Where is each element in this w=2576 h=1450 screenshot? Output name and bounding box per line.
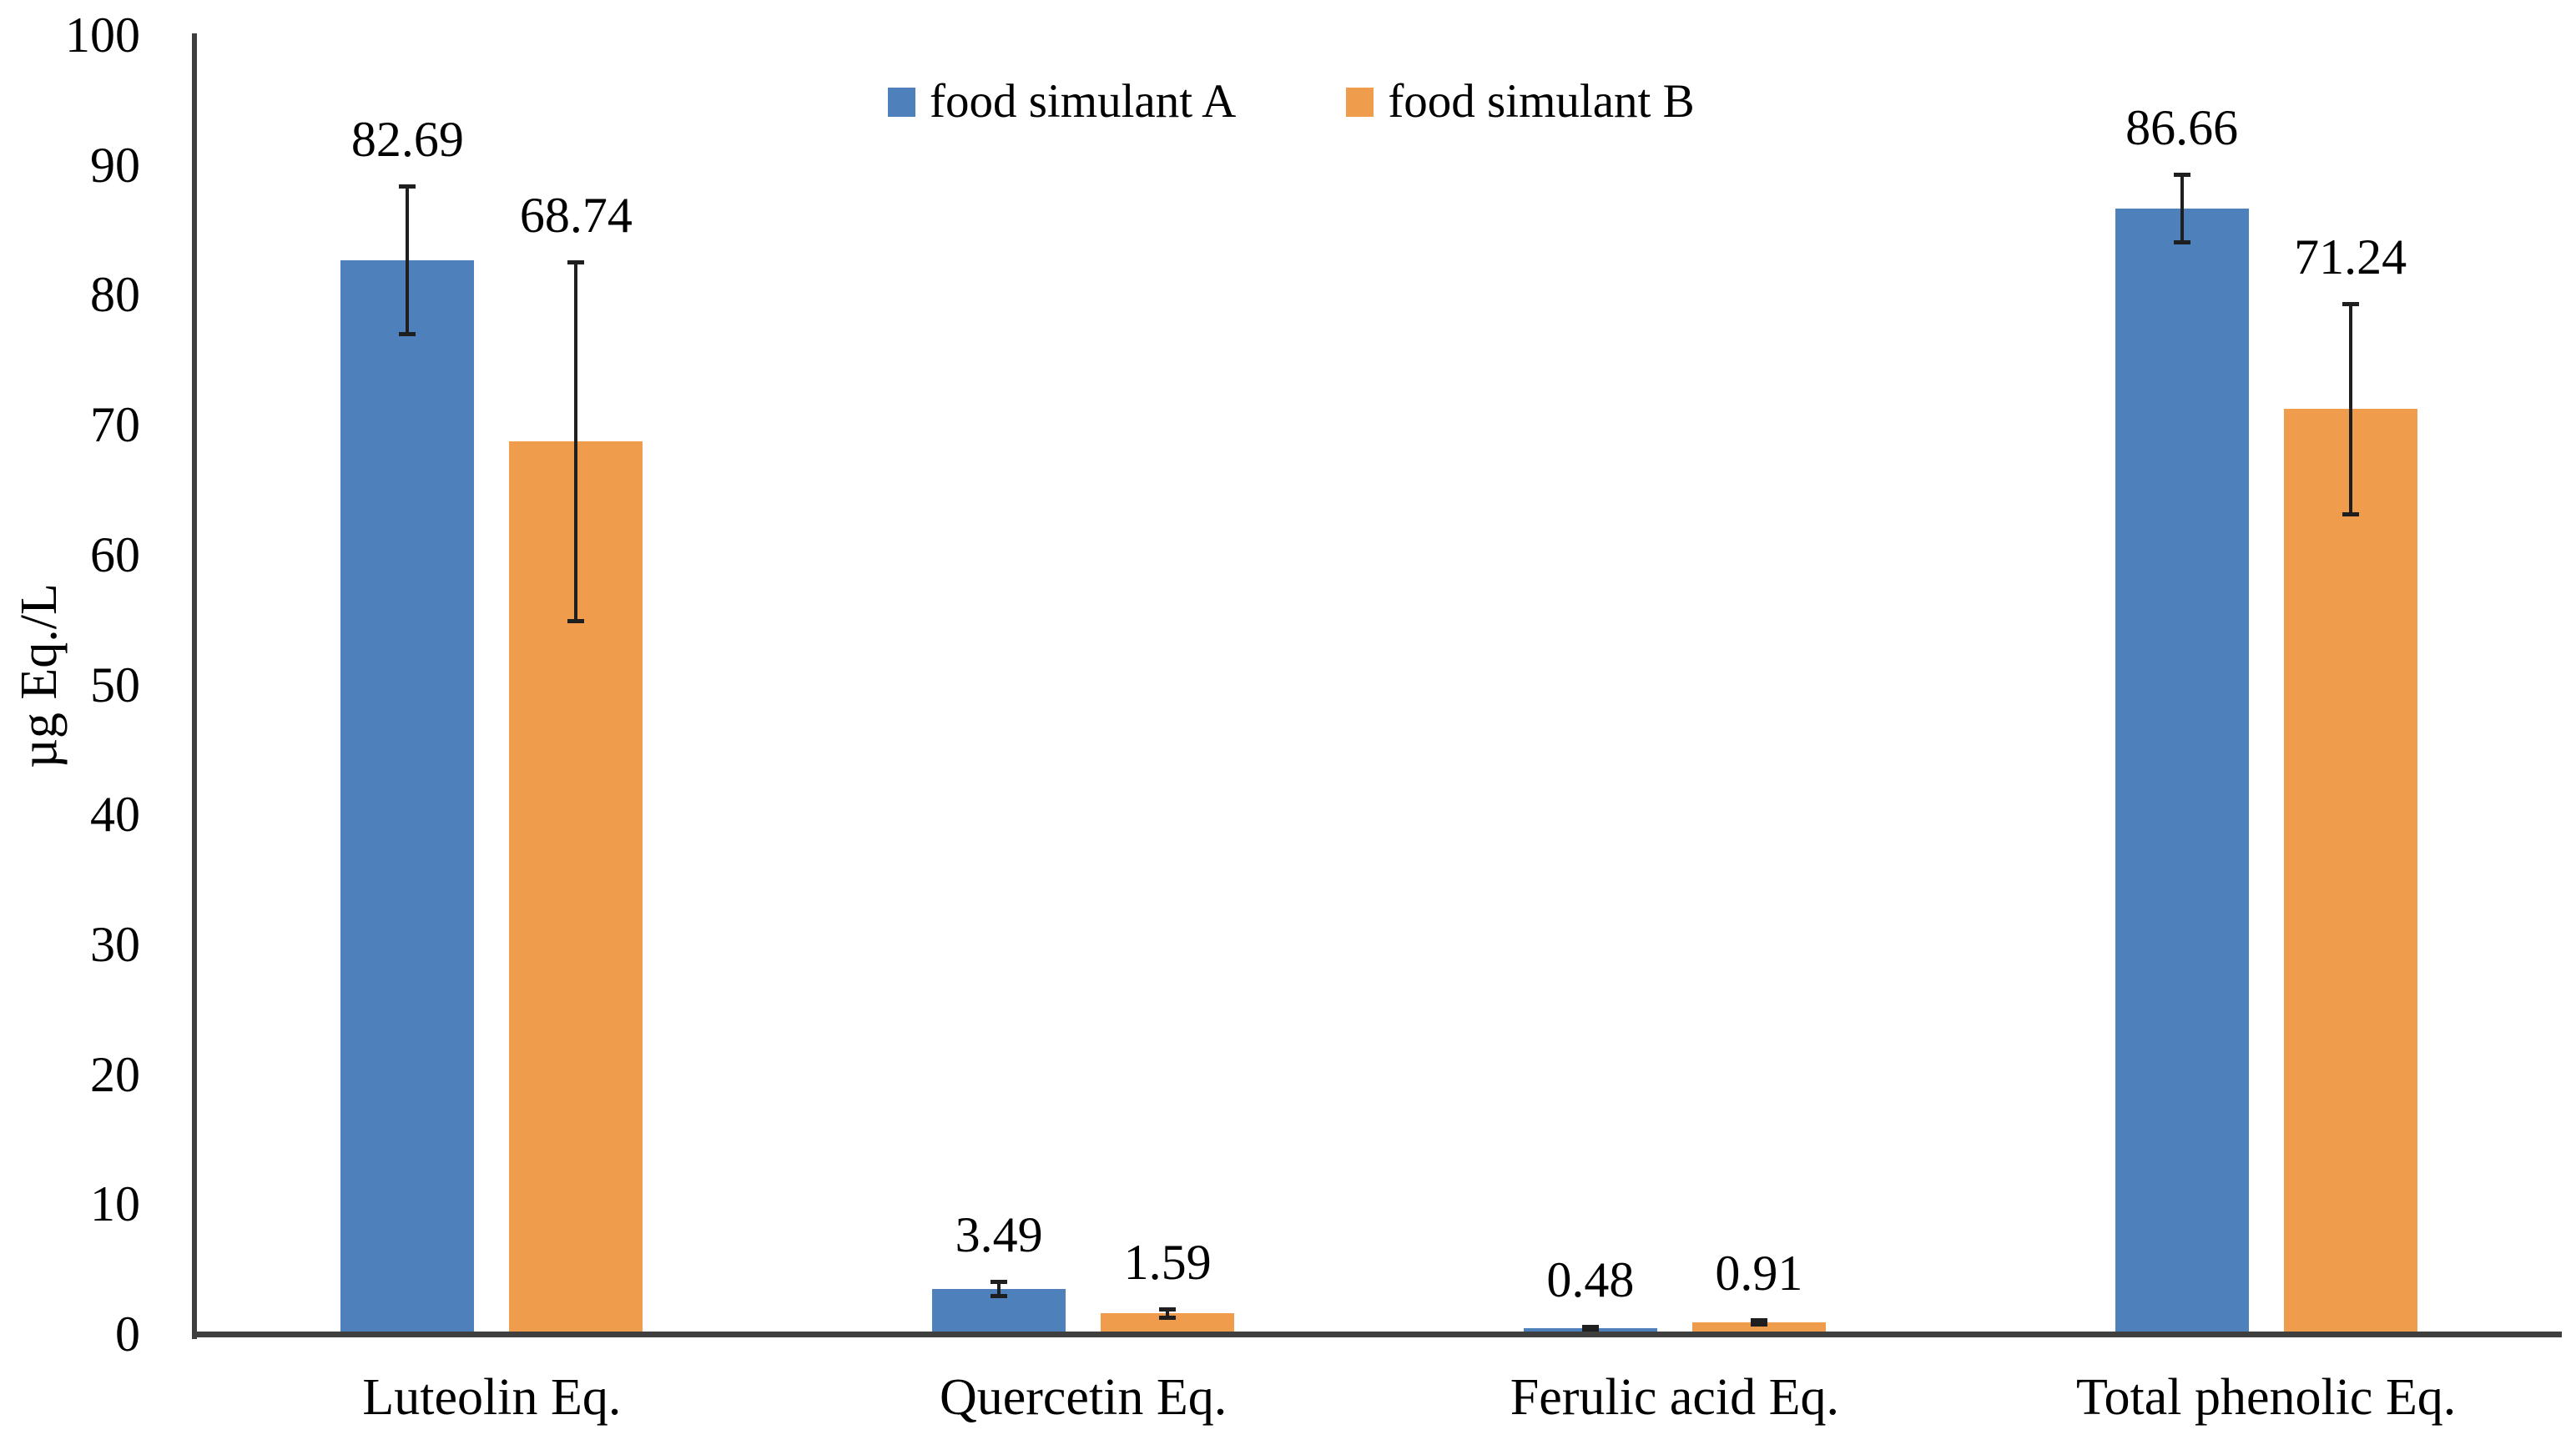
error-bar-cap-bottom — [1581, 1327, 1599, 1332]
y-tick-label: 0 — [115, 1307, 140, 1362]
legend-label: food simulant B — [1388, 75, 1695, 128]
error-bar-cap-bottom — [1159, 1316, 1177, 1321]
y-tick-label: 40 — [90, 787, 140, 843]
legend-swatch — [1346, 87, 1374, 117]
bar — [1691, 1322, 1826, 1334]
legend: food simulant A food simulant B — [888, 77, 1695, 127]
error-bar-cap-bottom — [1750, 1322, 1767, 1327]
error-bar-line — [1166, 1309, 1170, 1318]
category-label: Luteolin Eq. — [362, 1369, 622, 1426]
error-bar-line — [997, 1281, 1001, 1296]
y-axis-line — [192, 33, 197, 1339]
error-bar-cap-top — [567, 259, 585, 264]
y-tick-label: 90 — [90, 137, 140, 193]
bar — [2115, 208, 2249, 1334]
error-bar-cap-bottom — [2342, 511, 2359, 516]
data-label: 0.91 — [1715, 1246, 1803, 1301]
y-tick-label: 100 — [65, 8, 140, 63]
error-bar-cap-top — [1581, 1324, 1599, 1329]
legend-swatch — [888, 87, 915, 117]
category-label: Quercetin Eq. — [939, 1369, 1228, 1426]
error-bar-cap-bottom — [991, 1294, 1008, 1299]
error-bar-cap-top — [991, 1280, 1008, 1285]
y-tick-label: 10 — [90, 1176, 140, 1232]
bar — [340, 259, 475, 1334]
data-label: 71.24 — [2294, 229, 2407, 284]
x-axis-line — [192, 1332, 2562, 1337]
error-bar-cap-bottom — [2173, 240, 2190, 245]
error-bar-cap-top — [399, 184, 416, 189]
error-bar-cap-top — [1750, 1318, 1767, 1323]
error-bar-cap-top — [2342, 301, 2359, 306]
legend-label: food simulant A — [930, 75, 1237, 128]
legend-item: food simulant B — [1346, 75, 1695, 128]
y-tick-label: 20 — [90, 1046, 140, 1102]
error-bar-line — [2180, 174, 2184, 243]
y-tick-label: 80 — [90, 267, 140, 323]
error-bar-line — [574, 261, 578, 621]
y-tick-label: 70 — [90, 397, 140, 453]
bar — [2283, 408, 2417, 1334]
data-label: 3.49 — [955, 1207, 1043, 1263]
category-label: Ferulic acid Eq. — [1510, 1369, 1839, 1426]
data-label: 82.69 — [350, 111, 464, 167]
data-label: 86.66 — [2125, 100, 2239, 156]
error-bar-cap-bottom — [567, 618, 585, 623]
data-label: 0.48 — [1546, 1251, 1635, 1307]
category-label: Total phenolic Eq. — [2075, 1369, 2457, 1426]
data-label: 68.74 — [519, 187, 633, 243]
y-tick-label: 60 — [90, 526, 140, 582]
y-tick-label: 50 — [90, 657, 140, 712]
error-bar-line — [2348, 303, 2352, 514]
error-bar-line — [406, 185, 410, 335]
y-tick-label: 30 — [90, 916, 140, 972]
data-label: 1.59 — [1123, 1235, 1212, 1291]
error-bar-cap-top — [1159, 1307, 1177, 1312]
error-bar-cap-top — [2173, 173, 2190, 178]
legend-item: food simulant A — [888, 77, 1236, 127]
error-bar-cap-bottom — [399, 332, 416, 337]
